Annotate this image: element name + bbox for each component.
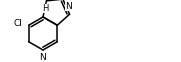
Text: N: N — [40, 54, 46, 62]
Text: N: N — [65, 2, 72, 11]
Text: Cl: Cl — [14, 19, 23, 28]
Text: H: H — [42, 4, 49, 13]
